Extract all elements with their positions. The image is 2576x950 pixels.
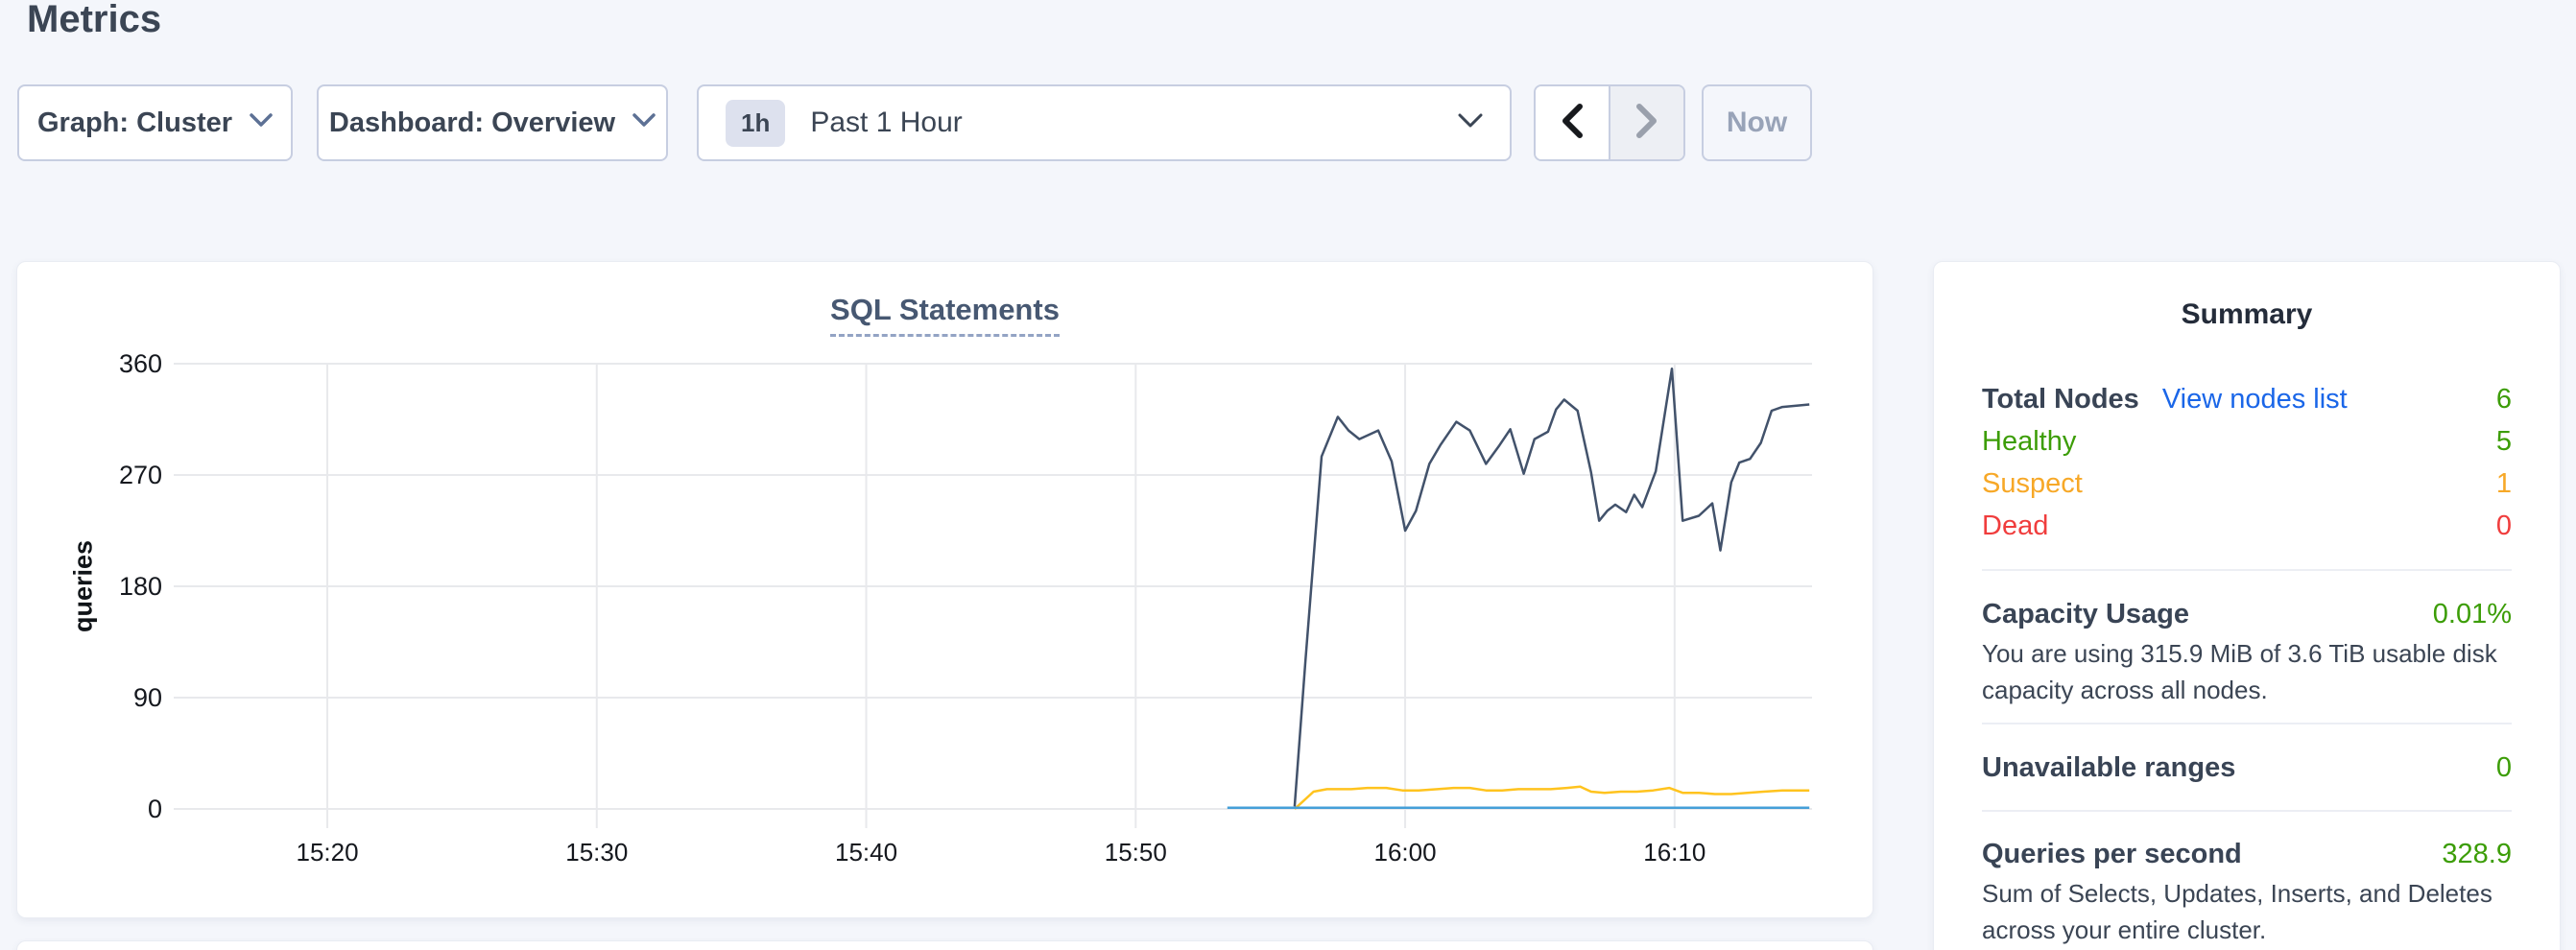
dashboard-dropdown-label: Dashboard: Overview bbox=[328, 107, 616, 138]
summary-title: Summary bbox=[2181, 298, 2313, 330]
time-window-label: Past 1 Hour bbox=[810, 107, 963, 138]
sql-statements-chart[interactable]: 0 90 180 270 360 15:20 15:30 15:40 15:50 16:00 16:… bbox=[17, 262, 1874, 919]
queries-per-second-label: Queries per second bbox=[1982, 838, 2242, 869]
chevron-down-icon bbox=[1458, 113, 1483, 133]
chevron-left-icon bbox=[1560, 103, 1585, 144]
next-time-button[interactable] bbox=[1610, 86, 1683, 159]
healthy-label: Healthy bbox=[1982, 425, 2077, 457]
healthy-nodes-row: Healthy 5 bbox=[1982, 420, 2512, 463]
total-nodes-value: 6 bbox=[2495, 383, 2512, 415]
time-step-button-group bbox=[1534, 84, 1685, 161]
y-tick-label: 360 bbox=[119, 349, 162, 378]
divider bbox=[1982, 810, 2512, 812]
unavailable-ranges-label: Unavailable ranges bbox=[1982, 751, 2236, 783]
graph-dropdown[interactable]: Graph: Cluster bbox=[17, 84, 293, 161]
healthy-value: 5 bbox=[2495, 425, 2512, 457]
unavailable-ranges-row: Unavailable ranges 0 bbox=[1982, 747, 2512, 789]
chart-title-wrap: SQL Statements bbox=[17, 293, 1872, 337]
view-nodes-list-link[interactable]: View nodes list bbox=[2161, 383, 2348, 415]
graph-dropdown-label: Graph: Cluster bbox=[36, 107, 233, 138]
time-window-selector[interactable]: 1h Past 1 Hour bbox=[697, 84, 1512, 161]
y-tick-label: 180 bbox=[119, 572, 162, 601]
unavailable-ranges-value: 0 bbox=[2495, 751, 2512, 783]
chevron-down-icon bbox=[250, 113, 273, 132]
node-status-rows: Total Nodes View nodes list 6 Healthy 5 … bbox=[1982, 378, 2512, 547]
divider bbox=[1982, 723, 2512, 724]
queries-per-second-description: Sum of Selects, Updates, Inserts, and De… bbox=[1982, 879, 2493, 944]
now-button-label: Now bbox=[1726, 107, 1788, 138]
capacity-usage-value: 0.01% bbox=[2432, 598, 2512, 629]
capacity-usage-row: Capacity Usage 0.01% bbox=[1982, 593, 2512, 635]
y-tick-label: 0 bbox=[148, 795, 162, 823]
series-yellow bbox=[1294, 785, 1810, 810]
total-nodes-row: Total Nodes View nodes list 6 bbox=[1982, 378, 2512, 420]
dashboard-dropdown[interactable]: Dashboard: Overview bbox=[317, 84, 668, 161]
page-title: Metrics bbox=[27, 0, 162, 40]
suspect-label: Suspect bbox=[1982, 467, 2083, 499]
x-tick-label: 16:00 bbox=[1374, 838, 1437, 867]
chevron-right-icon bbox=[1634, 103, 1659, 144]
series-dark bbox=[1293, 367, 1810, 807]
x-tick-label: 15:50 bbox=[1105, 838, 1167, 867]
next-chart-card bbox=[16, 940, 1873, 950]
x-tick-label: 15:40 bbox=[835, 838, 897, 867]
dead-label: Dead bbox=[1982, 510, 2049, 541]
capacity-usage-description: You are using 315.9 MiB of 3.6 TiB usabl… bbox=[1982, 639, 2497, 704]
capacity-usage-label: Capacity Usage bbox=[1982, 598, 2189, 629]
queries-per-second-row: Queries per second 328.9 bbox=[1982, 833, 2512, 875]
time-window-badge: 1h bbox=[726, 99, 786, 147]
dead-nodes-row: Dead 0 bbox=[1982, 505, 2512, 547]
x-tick-label: 15:30 bbox=[565, 838, 628, 867]
dead-value: 0 bbox=[2495, 510, 2512, 541]
previous-time-button[interactable] bbox=[1536, 86, 1610, 159]
summary-panel: Summary Total Nodes View nodes list 6 He… bbox=[1933, 261, 2561, 950]
suspect-value: 1 bbox=[2495, 467, 2512, 499]
y-tick-label: 90 bbox=[133, 683, 162, 712]
total-nodes-label: Total Nodes bbox=[1982, 383, 2139, 415]
chart-title[interactable]: SQL Statements bbox=[830, 293, 1060, 337]
x-tick-label: 15:20 bbox=[296, 838, 358, 867]
sql-statements-chart-card: SQL Statements queries 0 90 180 270 360 15:20… bbox=[16, 261, 1873, 918]
queries-per-second-value: 328.9 bbox=[2442, 838, 2512, 869]
now-button[interactable]: Now bbox=[1702, 84, 1812, 161]
x-tick-label: 16:10 bbox=[1643, 838, 1705, 867]
suspect-nodes-row: Suspect 1 bbox=[1982, 463, 2512, 505]
y-tick-label: 270 bbox=[119, 461, 162, 489]
chevron-down-icon bbox=[632, 113, 656, 132]
divider bbox=[1982, 569, 2512, 571]
